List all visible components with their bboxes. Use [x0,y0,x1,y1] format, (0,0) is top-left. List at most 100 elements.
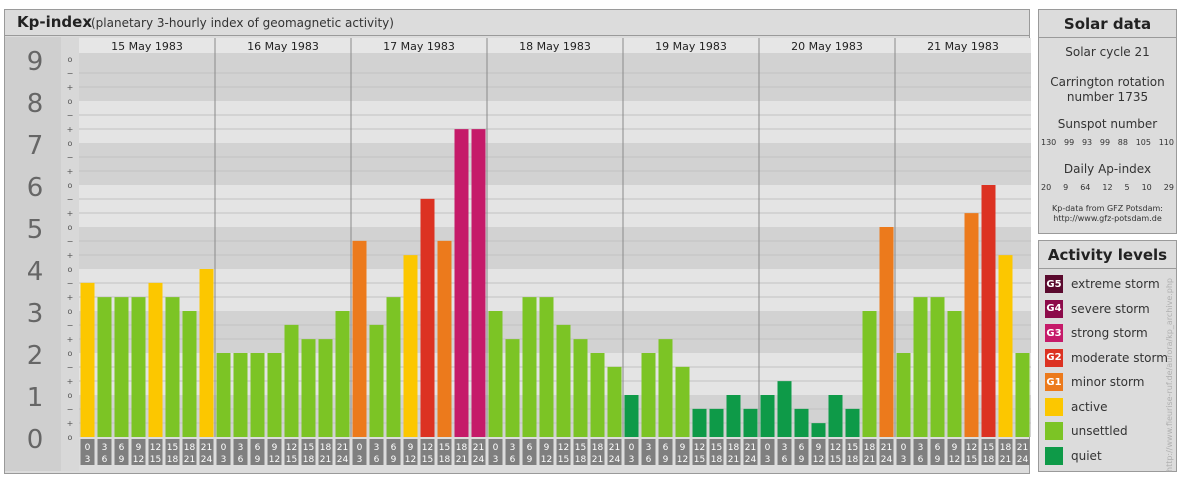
interval-box [216,439,231,465]
interval-end-label: 15 [558,455,569,465]
legend-label: strong storm [1071,326,1148,340]
interval-start-label: 21 [1017,443,1028,453]
kp-bar [862,311,877,437]
interval-end-label: 15 [694,455,705,465]
kp-bar [386,297,401,437]
interval-box [148,439,163,465]
interval-box [488,439,503,465]
interval-box [352,439,367,465]
interval-box [335,439,350,465]
interval-start-label: 18 [864,443,876,453]
interval-start-label: 0 [901,443,907,453]
kp-bar [403,255,418,437]
activity-levels-panel: Activity levels G5 extreme storm G4 severe … [1038,240,1177,472]
legend-swatch: G3 [1045,324,1063,342]
solar-data-panel: Solar data Solar cycle 21 Carrington rot… [1038,9,1177,234]
interval-box [505,439,520,465]
y-tick-label: 8 [27,89,44,119]
interval-start-label: 6 [119,443,125,453]
interval-start-label: 12 [694,443,705,453]
interval-start-label: 9 [408,443,414,453]
interval-box [454,439,469,465]
sub-tick-label: − [67,321,74,330]
ap-value-2: 64 [1080,183,1091,192]
interval-end-label: 15 [830,455,841,465]
interval-start-label: 6 [255,443,261,453]
day-header-strip [79,38,1031,53]
interval-box [760,439,775,465]
legend-label: active [1071,399,1108,414]
kp-bar [522,297,537,437]
interval-end-label: 9 [935,455,941,465]
kp-bar [352,240,367,437]
interval-start-label: 9 [272,443,278,453]
interval-box [284,439,299,465]
interval-box [80,439,95,465]
legend-swatch: G4 [1045,299,1063,318]
y-tick-label: 1 [27,383,44,413]
interval-end-label: 9 [663,455,669,465]
kp-bar [233,353,248,437]
interval-box [624,439,639,465]
kp-bar [369,324,384,437]
day-label: 19 May 1983 [655,40,727,53]
interval-end-label: 12 [269,455,280,465]
interval-box [641,439,656,465]
day-label: 15 May 1983 [111,40,183,53]
legend-swatch [1045,397,1063,416]
sub-tick-label: o [68,139,73,148]
interval-end-label: 12 [405,455,416,465]
interval-box [539,439,554,465]
interval-start-label: 12 [830,443,841,453]
ap-value-3: 12 [1102,183,1113,192]
legend-label: quiet [1071,448,1102,463]
interval-box [794,439,809,465]
interval-end-label: 21 [320,455,331,465]
kp-bar [80,282,95,437]
interval-box [981,439,996,465]
interval-start-label: 18 [1000,443,1012,453]
data-credit-line-1: Kp-data from GFZ Potsdam: [1052,204,1163,213]
interval-box [658,439,673,465]
sub-tick-label: − [67,237,74,246]
interval-box [165,439,180,465]
interval-end-label: 3 [901,455,907,465]
kp-bar [420,198,435,437]
interval-start-label: 12 [286,443,297,453]
interval-start-label: 15 [167,443,178,453]
interval-end-label: 9 [119,455,125,465]
interval-box [437,439,452,465]
interval-end-label: 9 [391,455,397,465]
interval-box [675,439,690,465]
kp-bar [556,324,571,437]
band-5 [79,185,1031,227]
ap-value-6: 29 [1163,183,1174,192]
kp-bar [250,353,265,437]
interval-box [233,439,248,465]
interval-start-label: 6 [935,443,941,453]
interval-end-label: 21 [1000,455,1011,465]
day-label: 17 May 1983 [383,40,455,53]
interval-end-label: 18 [575,455,587,465]
interval-start-label: 9 [816,443,822,453]
kp-bar [590,353,605,437]
interval-box [896,439,911,465]
interval-end-label: 18 [847,455,859,465]
interval-start-label: 6 [663,443,669,453]
interval-end-label: 3 [629,455,635,465]
interval-box [913,439,928,465]
sunspot-label: Sunspot number [1057,117,1158,131]
kp-bar [828,395,843,437]
legend-label: unsettled [1071,424,1128,438]
kp-bar [539,297,554,437]
interval-start-label: 21 [473,443,484,453]
kp-bar [641,353,656,437]
band-7 [79,101,1031,143]
kp-bar [318,339,333,437]
kp-bar [743,408,758,437]
activity-levels-title: Activity levels [1039,241,1176,269]
y-tick-label: 7 [27,131,44,161]
legend-item-active: active [1045,397,1107,417]
interval-end-label: 24 [1017,455,1029,465]
interval-end-label: 3 [357,455,363,465]
